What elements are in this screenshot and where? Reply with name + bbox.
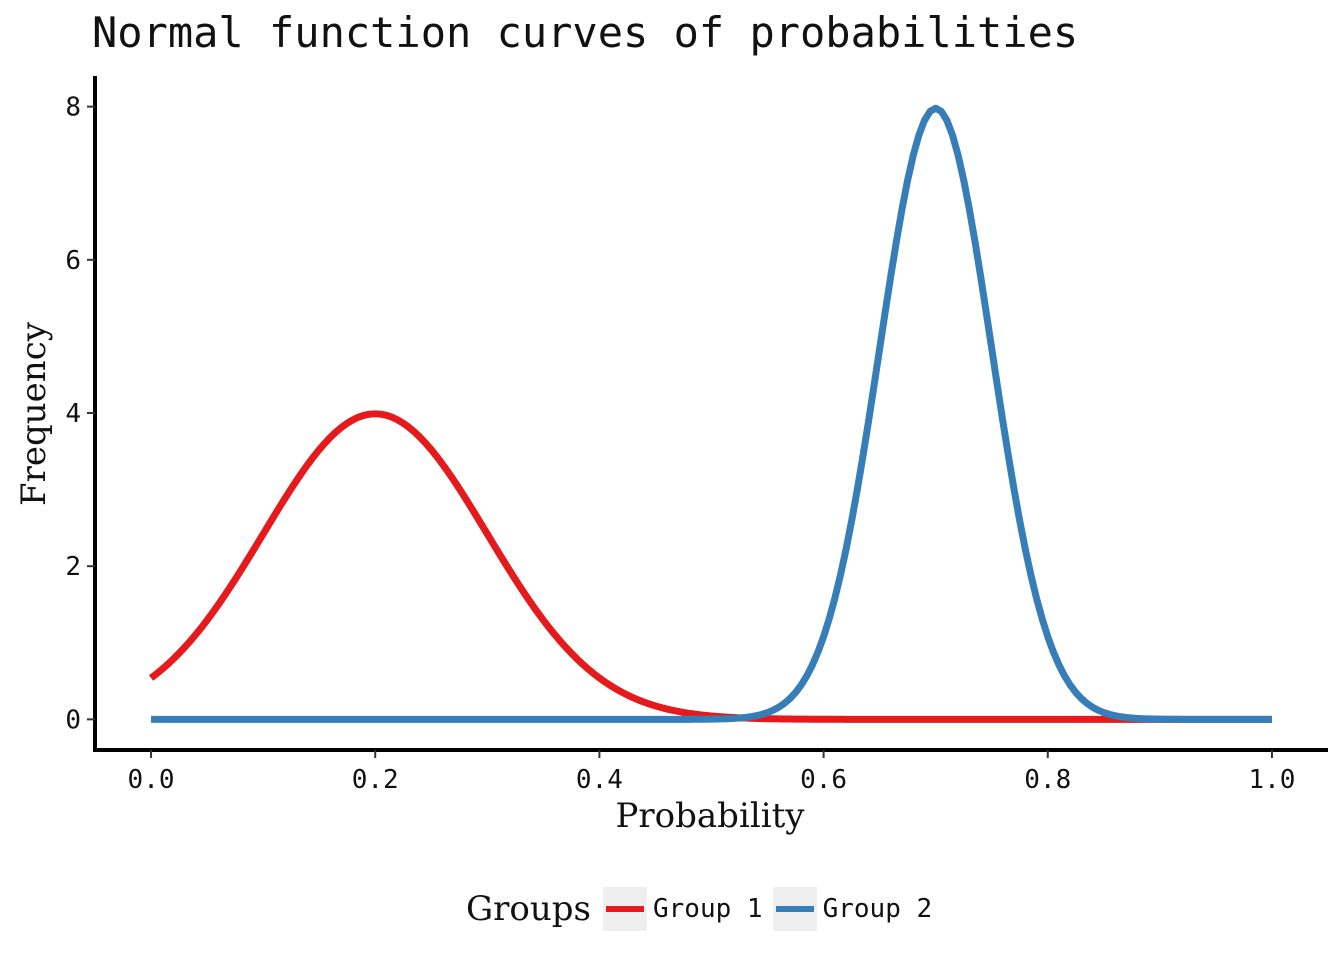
- series-line-group-2: [151, 104, 1272, 723]
- y-axis-label: Frequency: [14, 322, 54, 506]
- y-tick-label: 2: [65, 552, 81, 582]
- legend-item-group-2: Group 2: [772, 887, 933, 931]
- x-tick-label: 0.2: [352, 765, 399, 795]
- legend-key-group-2: [772, 887, 817, 931]
- axes: 0.0 0.2 0.4 0.6 0.8 1.0 0 2 4 6 8: [65, 76, 1328, 795]
- y-tick-label: 8: [65, 93, 81, 123]
- x-axis-label: Probability: [615, 796, 805, 836]
- y-tick-label: 6: [65, 246, 81, 276]
- legend-label-group-1: Group 1: [653, 894, 763, 924]
- legend-item-group-1: Group 1: [603, 887, 763, 931]
- x-tick-label: 0.8: [1024, 765, 1071, 795]
- legend-label-group-2: Group 2: [822, 894, 933, 924]
- chart-title: Normal function curves of probabilities: [92, 8, 1079, 57]
- legend: Groups Group 1 Group 2: [466, 884, 942, 934]
- x-tick-label: 0.4: [576, 765, 623, 795]
- series-line-group-1: [148, 410, 1272, 723]
- legend-swatch-group-1: [606, 906, 644, 912]
- legend-swatch-group-2: [775, 906, 814, 912]
- x-tick-label: 0.0: [128, 765, 175, 795]
- y-tick-label: 0: [65, 705, 81, 735]
- series-layer: [148, 104, 1272, 723]
- x-tick-label: 1.0: [1248, 765, 1295, 795]
- x-tick-label: 0.6: [800, 765, 847, 795]
- legend-title: Groups: [466, 889, 591, 929]
- y-tick-label: 4: [65, 399, 81, 429]
- legend-key-group-1: [603, 887, 647, 931]
